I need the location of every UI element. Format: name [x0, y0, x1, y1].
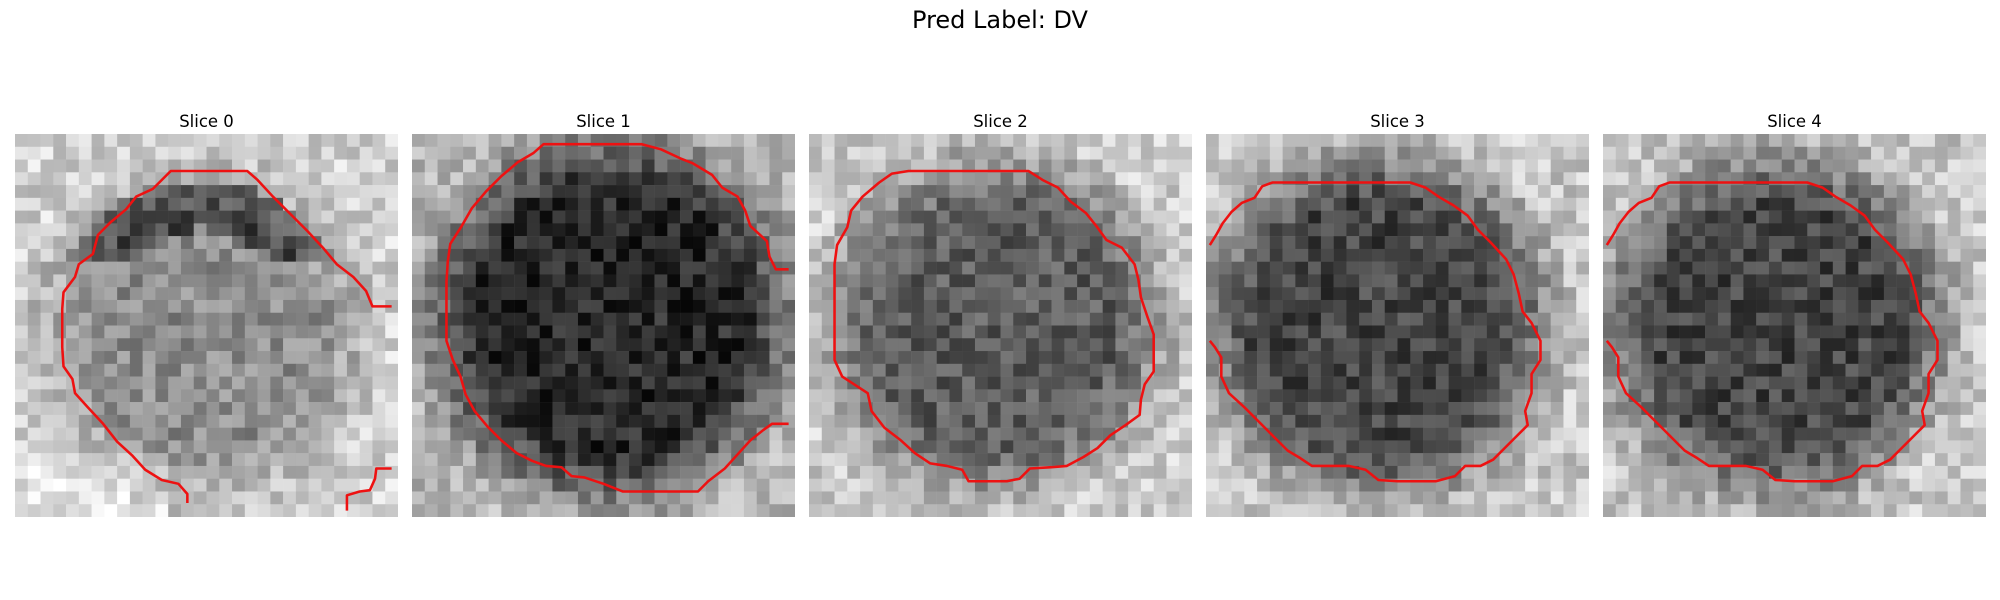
slice-pixels: [412, 134, 795, 517]
segmentation-contour: [833, 169, 1155, 483]
segmentation-contour: [345, 467, 392, 511]
slice-panel-3: Slice 3: [1206, 112, 1589, 520]
slice-panel-2: Slice 2: [809, 112, 1192, 520]
slice-panel-1: Slice 1: [412, 112, 795, 520]
slice-image: [809, 134, 1192, 517]
slice-title: Slice 3: [1370, 112, 1425, 131]
slice-panel-0: Slice 0: [15, 112, 398, 520]
slice-panel-4: Slice 4: [1603, 112, 1986, 520]
segmentation-contour: [1605, 181, 1939, 483]
slice-pixels: [15, 134, 398, 517]
figure-title: Pred Label: DV: [912, 6, 1088, 34]
slice-title: Slice 0: [179, 112, 234, 131]
slice-title: Slice 4: [1767, 112, 1822, 131]
slice-title: Slice 2: [973, 112, 1028, 131]
slice-image: [412, 134, 795, 517]
slice-image: [1603, 134, 1986, 517]
slice-image: [15, 134, 398, 517]
segmentation-contour: [60, 169, 392, 503]
slice-title: Slice 1: [576, 112, 631, 131]
slice-pixels: [809, 134, 1192, 517]
slice-pixels: [1603, 134, 1986, 517]
segmentation-contour: [445, 142, 789, 493]
slice-image: [1206, 134, 1589, 517]
slice-pixels: [1206, 134, 1589, 517]
segmentation-contour: [1208, 181, 1542, 483]
